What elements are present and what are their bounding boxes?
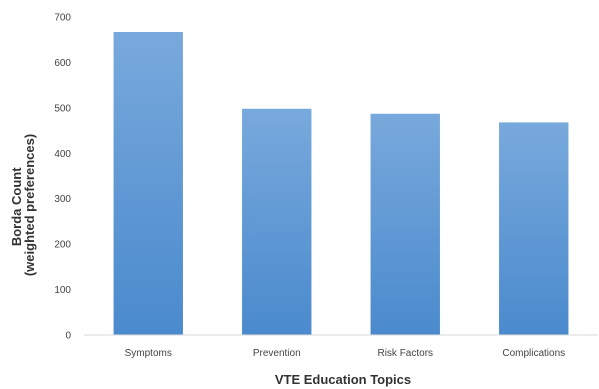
y-tick-label: 400 [54,149,71,160]
y-tick-label: 300 [54,194,71,205]
x-tick-label: Symptoms [125,348,172,359]
bars-group [113,31,569,336]
bar-prevention [242,108,312,335]
bar-risk-factors [370,113,440,336]
y-tick-label: 0 [65,331,71,342]
y-tick-label: 500 [54,103,71,114]
bar-symptoms [113,31,183,336]
x-tick-label: Risk Factors [377,348,433,359]
y-tick-label: 600 [54,58,71,69]
y-axis-title-line-2: (weighted preferences) [22,134,37,276]
bar-complications [499,122,569,335]
y-axis-title-line-1: Borda Count [9,167,24,246]
y-tick-label: 100 [54,285,71,296]
y-tick-label: 200 [54,240,71,251]
y-tick-label: 700 [54,13,71,24]
x-tick-label: Complications [502,348,565,359]
x-axis-ticks: Symptoms Prevention Risk Factors Complicati… [125,348,566,359]
y-axis-ticks: 0 100 200 300 400 500 600 700 [54,13,71,342]
x-axis-title: VTE Education Topics [275,372,411,387]
x-tick-label: Prevention [253,348,301,359]
y-axis-title: Borda Count (weighted preferences) [9,134,37,276]
